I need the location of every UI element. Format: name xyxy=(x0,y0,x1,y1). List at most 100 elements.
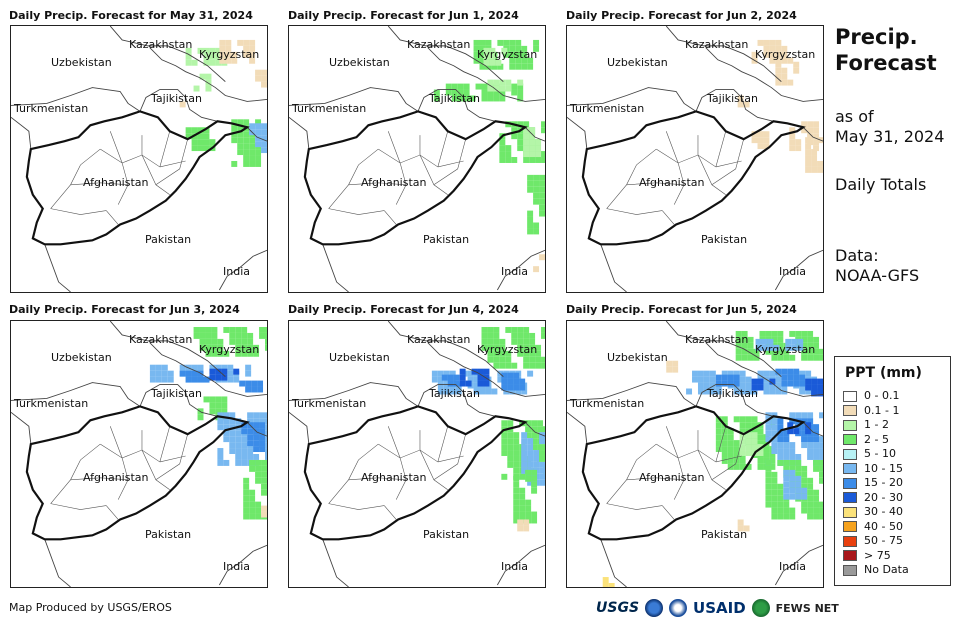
precip-cell xyxy=(525,505,532,512)
precip-cell xyxy=(533,192,540,199)
precip-cell xyxy=(721,446,728,453)
precip-cell xyxy=(259,326,266,333)
precip-cell xyxy=(757,440,764,447)
international-boundary xyxy=(524,421,545,437)
precip-cell xyxy=(751,432,758,439)
international-boundary xyxy=(149,342,267,397)
country-label-kazakhstan: Kazakhstan xyxy=(129,38,193,51)
precip-cell xyxy=(783,454,790,460)
precip-cell xyxy=(219,45,226,52)
precip-cell xyxy=(203,47,210,54)
precip-cell xyxy=(793,374,800,381)
precip-cell xyxy=(265,418,267,425)
precip-cell xyxy=(535,362,542,369)
precip-cell xyxy=(477,368,484,375)
precip-cell xyxy=(801,501,808,508)
precip-cell xyxy=(225,57,232,64)
precip-cell xyxy=(697,370,704,377)
precip-cell xyxy=(805,149,812,156)
precip-cell xyxy=(751,428,758,435)
precip-cell xyxy=(807,507,814,514)
map-svg xyxy=(567,26,823,292)
precip-cell xyxy=(529,344,536,351)
footer-credit: Map Produced by USGS/EROS xyxy=(9,601,172,614)
international-boundary xyxy=(149,47,267,102)
precip-cell xyxy=(473,388,480,395)
precip-cell xyxy=(223,436,230,443)
precip-cell xyxy=(249,155,256,161)
precip-cell xyxy=(769,388,776,395)
precip-cell xyxy=(499,89,506,96)
precip-cell xyxy=(533,266,540,273)
precip-cell xyxy=(745,432,752,439)
precip-cell xyxy=(666,360,673,367)
precip-cell xyxy=(203,396,210,403)
precip-cell xyxy=(235,454,242,460)
precip-cell xyxy=(167,376,174,383)
legend-swatch xyxy=(843,521,857,532)
precip-cell xyxy=(537,426,544,433)
precip-cell xyxy=(231,119,238,126)
precip-cell xyxy=(527,222,534,229)
legend-label: 1 - 2 xyxy=(864,418,889,431)
precip-cell xyxy=(229,418,236,425)
precip-cell xyxy=(185,59,192,66)
province-boundary xyxy=(100,443,161,463)
precip-cell xyxy=(261,129,267,136)
precip-cell xyxy=(733,440,740,447)
precip-cell xyxy=(531,475,538,482)
country-label-uzbekistan: Uzbekistan xyxy=(329,351,390,364)
precip-cell xyxy=(257,386,264,393)
precip-cell xyxy=(261,459,267,466)
precip-cell xyxy=(513,517,520,524)
precip-cell xyxy=(781,57,788,64)
precip-cell xyxy=(519,505,526,512)
precip-cell xyxy=(515,39,522,46)
precip-cell xyxy=(801,418,808,425)
precip-cell xyxy=(197,47,204,54)
precip-cell xyxy=(217,412,224,419)
precip-cell xyxy=(229,424,236,431)
province-boundary xyxy=(662,210,675,225)
province-boundary xyxy=(715,131,727,168)
precip-cell xyxy=(523,519,530,526)
precip-cell xyxy=(543,455,545,462)
precip-cell xyxy=(215,47,222,54)
province-boundary xyxy=(715,455,742,463)
precip-cell xyxy=(737,519,744,526)
international-boundary xyxy=(139,384,218,417)
precip-cell xyxy=(483,53,490,60)
international-boundary xyxy=(44,244,71,292)
precip-cell xyxy=(672,360,679,367)
precip-cell xyxy=(737,101,744,108)
precip-cell xyxy=(807,513,814,520)
precip-cell xyxy=(771,430,778,437)
precip-cell xyxy=(229,436,236,443)
province-boundary xyxy=(328,503,385,510)
precip-cell xyxy=(217,344,224,351)
precip-cell xyxy=(265,338,267,345)
province-boundary xyxy=(70,477,129,481)
precip-cell xyxy=(795,454,802,460)
precip-cell xyxy=(443,370,450,377)
precip-cell xyxy=(787,79,794,86)
precip-cell xyxy=(757,137,764,144)
precip-cell xyxy=(211,338,218,345)
precip-cell xyxy=(801,442,808,449)
precip-cell xyxy=(515,63,522,70)
precip-cell xyxy=(505,79,512,86)
precip-cell xyxy=(247,418,254,425)
precip-cell xyxy=(199,332,206,339)
legend-item: No Data xyxy=(843,563,909,577)
precip-cell xyxy=(497,39,504,46)
precip-cell xyxy=(431,376,438,383)
precip-cell xyxy=(783,475,790,482)
precip-cell xyxy=(771,507,778,514)
precip-cell xyxy=(771,412,778,419)
precip-cell xyxy=(501,444,508,451)
precip-cell xyxy=(497,376,504,383)
province-boundary xyxy=(159,455,186,463)
precip-cell xyxy=(539,174,545,181)
precip-cell xyxy=(527,461,534,468)
precip-cell xyxy=(801,493,808,500)
